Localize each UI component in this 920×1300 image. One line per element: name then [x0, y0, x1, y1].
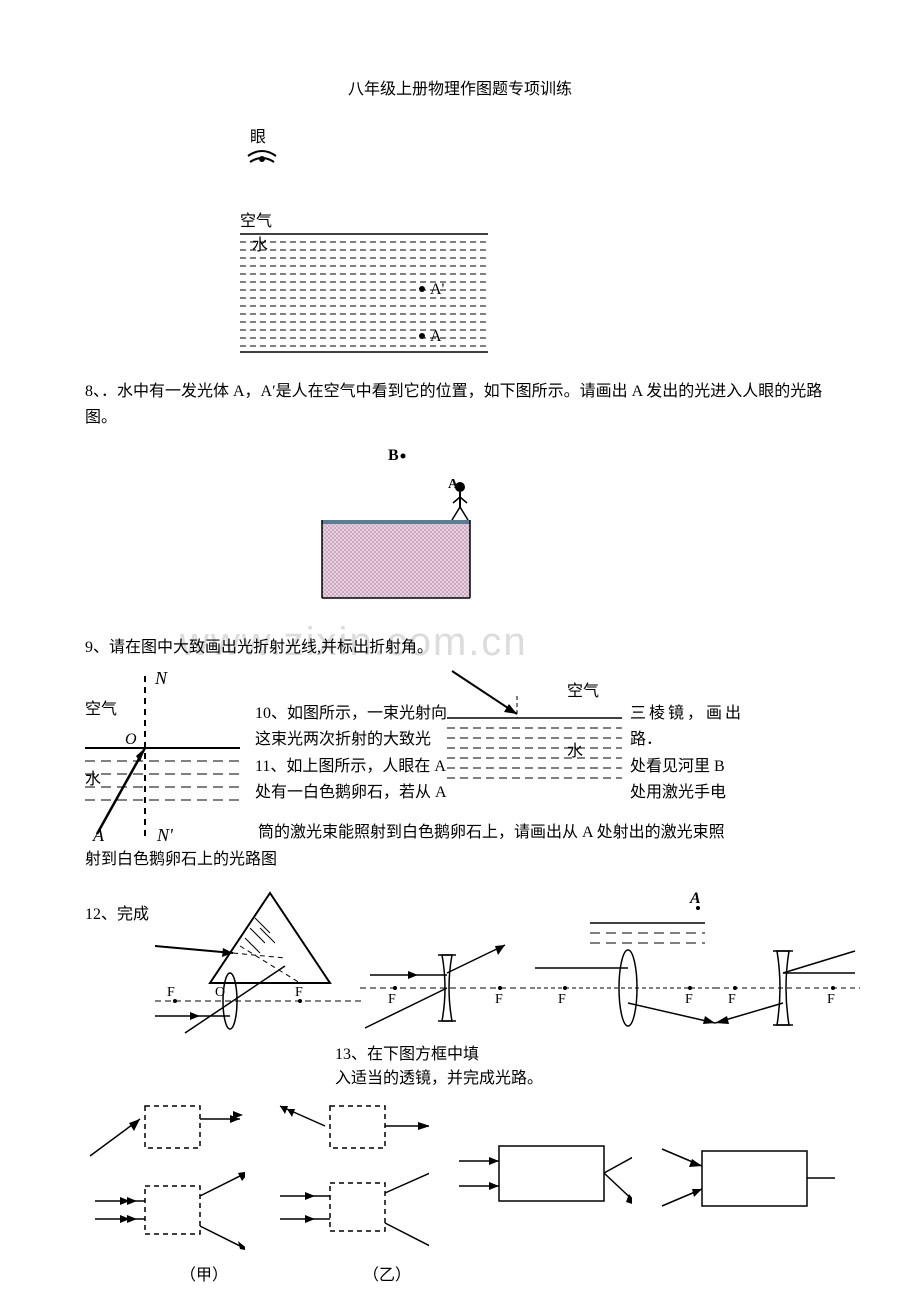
figure-q12-concave: F F: [360, 943, 540, 1033]
svg-text:A': A': [430, 281, 445, 298]
question-9: 9、请在图中大致画出光折射光线,并标出折射角。: [85, 635, 835, 661]
figure-q13-yi: [270, 1101, 430, 1256]
question-8: 8、．水中有一发光体 A，A′是人在空气中看到它的位置，如下图所示。请画出 A …: [85, 379, 835, 430]
q9-figures-row: N 空气 O 水 A N': [85, 666, 835, 846]
q8-text: 8、．水中有一发光体 A，A′是人在空气中看到它的位置，如下图所示。请画出 A …: [85, 383, 822, 426]
q11-continuation: 射到白色鹅卵石上的光路图: [85, 847, 835, 873]
q13-captions: （甲） （乙）: [85, 1261, 835, 1285]
figure-q12-prism: F O F: [155, 888, 370, 1038]
svg-text:F: F: [388, 992, 396, 1007]
page-title: 八年级上册物理作图题专项训练: [85, 75, 835, 99]
svg-text:F: F: [827, 992, 835, 1007]
svg-text:F: F: [685, 992, 693, 1007]
question-12: 12、完成: [85, 888, 835, 1038]
svg-text:A: A: [689, 890, 701, 907]
svg-text:A: A: [92, 825, 105, 845]
caption-yi: （乙）: [363, 1261, 411, 1285]
q13-figures-row: [85, 1101, 835, 1256]
svg-text:F: F: [495, 992, 503, 1007]
svg-text:F: F: [167, 985, 175, 1000]
page-content: 八年级上册物理作图题专项训练 眼 空气 水: [85, 75, 835, 1285]
svg-text:水: 水: [85, 770, 101, 788]
svg-text:N: N: [154, 668, 168, 688]
svg-text:水: 水: [252, 236, 268, 254]
svg-text:F: F: [295, 985, 303, 1000]
figure-q9-left: N 空气 O 水 A N': [85, 666, 240, 846]
svg-text:O: O: [215, 985, 225, 1000]
figure-q13-box2: [657, 1131, 835, 1226]
figure-q12-concave-right: F F: [715, 943, 865, 1043]
figure-eye-refraction: 眼 空气 水: [240, 124, 835, 359]
q10-q11-text: 10、如图所示，一束光射向 这束光两次折射的大致光 11、如上图所示，人眼在 A…: [255, 701, 447, 807]
figure-q13-jia: [85, 1101, 245, 1256]
svg-text:F: F: [558, 992, 566, 1007]
figure-q13-box1: [454, 1131, 632, 1226]
svg-text:空气: 空气: [240, 212, 272, 230]
question-13-text: 13、在下图方框中填 入适当的透镜，并完成光路。: [335, 1043, 835, 1091]
svg-text:空气: 空气: [85, 700, 117, 718]
figure-q10-right: 空气 水: [447, 666, 622, 786]
q12-label: 12、完成: [85, 900, 149, 924]
svg-text:F: F: [728, 992, 736, 1007]
svg-text:A: A: [430, 328, 442, 345]
figure-q8: B A: [300, 445, 835, 620]
figure-q12-convex-a: A F F: [530, 888, 725, 1033]
eye-label-text: 眼: [250, 128, 266, 146]
caption-jia: （甲）: [180, 1261, 228, 1285]
svg-text:O: O: [125, 731, 137, 748]
q9-text: 9、请在图中大致画出光折射光线,并标出折射角。: [85, 639, 433, 656]
svg-text:N': N': [156, 825, 174, 845]
q11-line5: 筒的激光束能照射到白色鹅卵石上，请画出从 A 处射出的激光束照: [258, 820, 835, 846]
q10-right-text: 三棱镜，画出 路． 处看见河里 B 处用激光手电: [630, 701, 744, 807]
svg-text:水: 水: [567, 742, 583, 760]
svg-text:空气: 空气: [567, 682, 599, 700]
svg-text:B: B: [388, 447, 399, 464]
